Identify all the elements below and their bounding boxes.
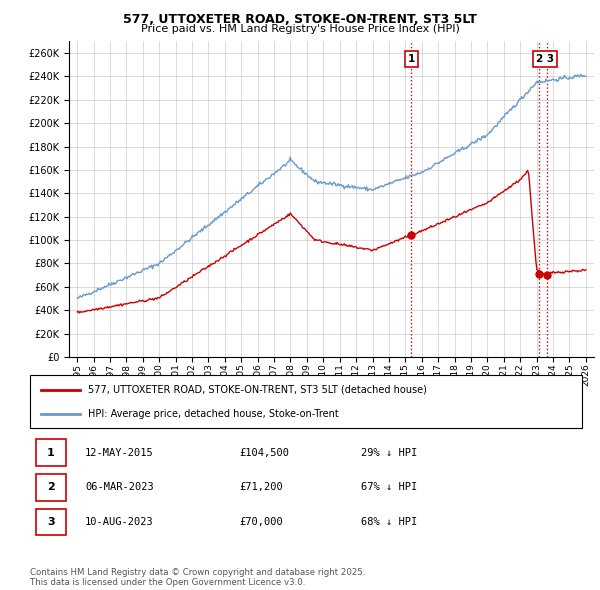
Text: 68% ↓ HPI: 68% ↓ HPI xyxy=(361,517,418,527)
FancyBboxPatch shape xyxy=(35,509,66,536)
Text: Price paid vs. HM Land Registry's House Price Index (HPI): Price paid vs. HM Land Registry's House … xyxy=(140,24,460,34)
Text: 06-MAR-2023: 06-MAR-2023 xyxy=(85,483,154,493)
Text: £104,500: £104,500 xyxy=(240,448,290,457)
Point xyxy=(535,269,544,278)
Text: 2: 2 xyxy=(47,483,55,493)
Text: 10-AUG-2023: 10-AUG-2023 xyxy=(85,517,154,527)
Point xyxy=(542,270,551,280)
Text: 3: 3 xyxy=(47,517,55,527)
FancyBboxPatch shape xyxy=(35,474,66,500)
Text: Contains HM Land Registry data © Crown copyright and database right 2025.
This d: Contains HM Land Registry data © Crown c… xyxy=(30,568,365,587)
Text: 1: 1 xyxy=(47,448,55,457)
Text: 577, UTTOXETER ROAD, STOKE-ON-TRENT, ST3 5LT: 577, UTTOXETER ROAD, STOKE-ON-TRENT, ST3… xyxy=(123,13,477,26)
FancyBboxPatch shape xyxy=(30,375,582,428)
Text: HPI: Average price, detached house, Stoke-on-Trent: HPI: Average price, detached house, Stok… xyxy=(88,409,339,419)
Text: 577, UTTOXETER ROAD, STOKE-ON-TRENT, ST3 5LT (detached house): 577, UTTOXETER ROAD, STOKE-ON-TRENT, ST3… xyxy=(88,385,427,395)
Text: 12-MAY-2015: 12-MAY-2015 xyxy=(85,448,154,457)
Point xyxy=(407,230,416,240)
Text: 2 3: 2 3 xyxy=(536,54,554,64)
Text: 29% ↓ HPI: 29% ↓ HPI xyxy=(361,448,418,457)
Text: £71,200: £71,200 xyxy=(240,483,284,493)
Text: 67% ↓ HPI: 67% ↓ HPI xyxy=(361,483,418,493)
FancyBboxPatch shape xyxy=(35,440,66,466)
Text: £70,000: £70,000 xyxy=(240,517,284,527)
Text: 1: 1 xyxy=(408,54,415,64)
